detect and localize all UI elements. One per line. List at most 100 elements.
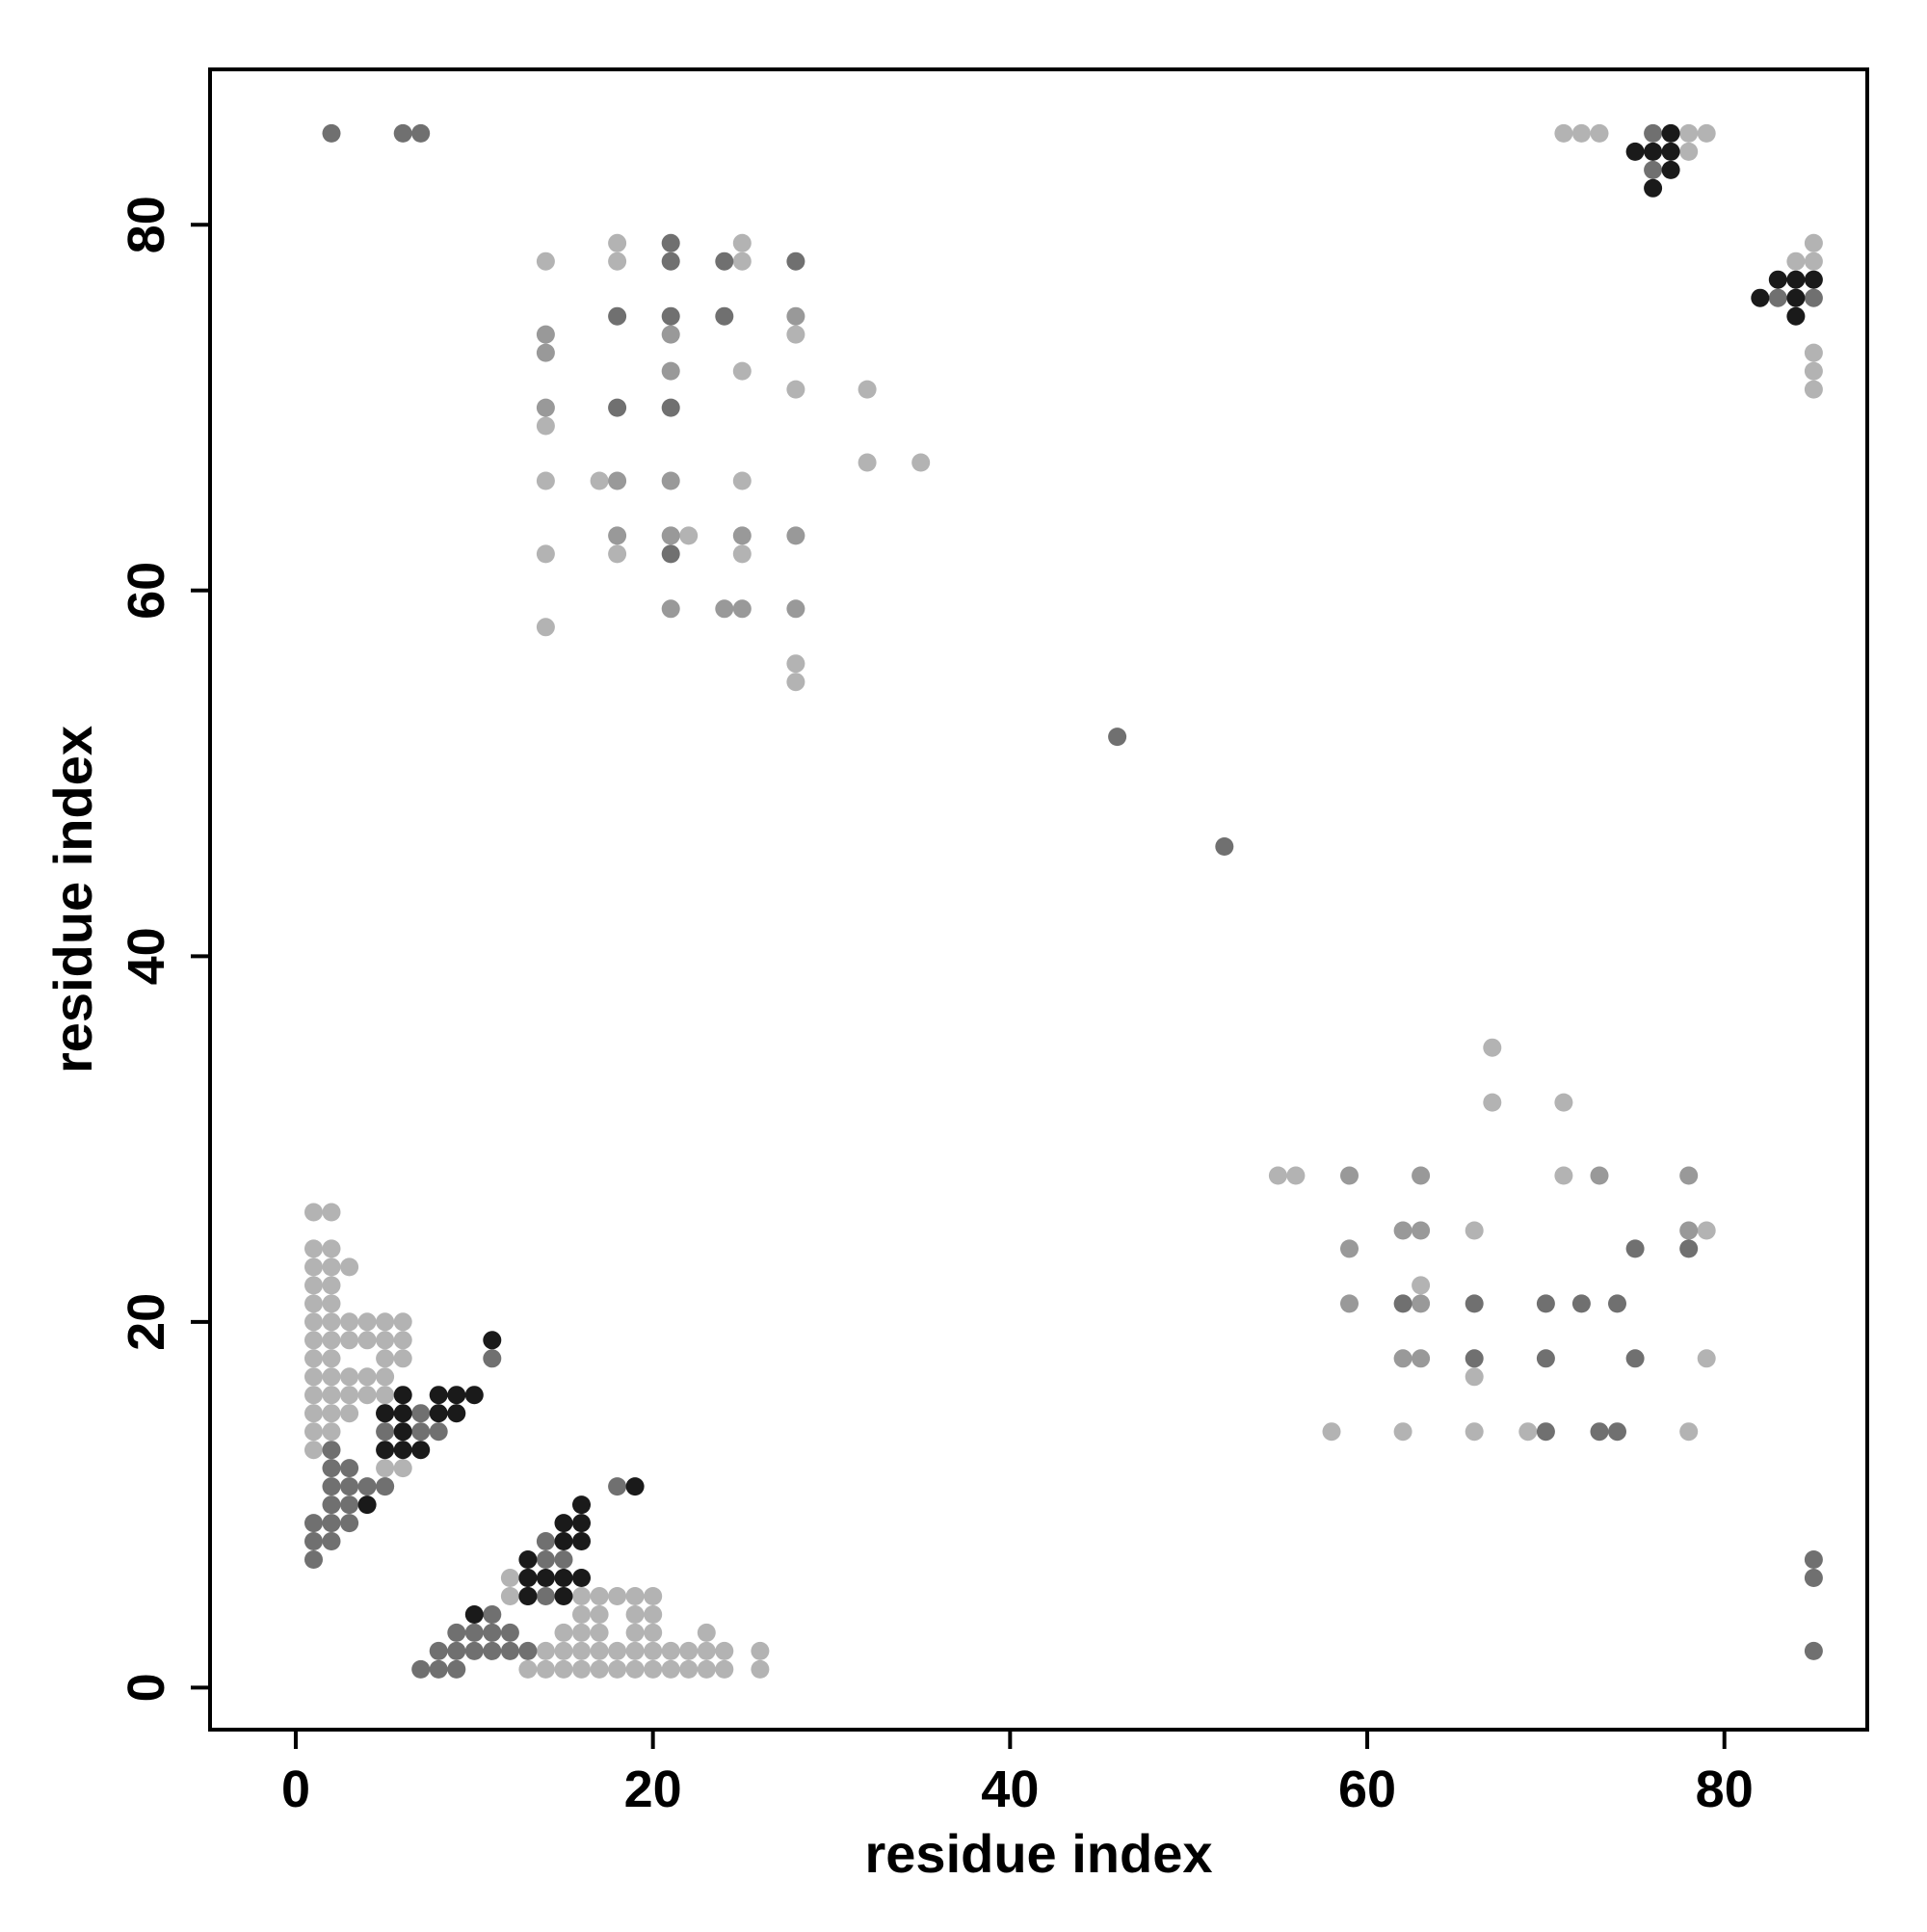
contact-point-medium	[429, 1641, 448, 1660]
contact-point-light	[1571, 123, 1591, 143]
contact-point-medium	[715, 251, 734, 271]
contact-point-light	[1697, 123, 1716, 143]
contact-point-dark	[625, 1477, 645, 1496]
contact-point-light	[679, 526, 699, 545]
contact-point-dark	[1751, 288, 1770, 307]
contact-point-light	[357, 1367, 377, 1387]
contact-point-light	[322, 1331, 341, 1350]
contact-point-light	[304, 1331, 323, 1350]
contact-point-medium	[536, 1587, 555, 1605]
contact-point-dark	[1661, 123, 1680, 143]
contact-point-medium_light	[715, 599, 734, 619]
contact-point-light	[572, 1605, 591, 1624]
contact-point-light	[304, 1276, 323, 1295]
contact-point-medium	[661, 251, 680, 271]
contact-point-light	[304, 1239, 323, 1258]
contact-point-light	[322, 1349, 341, 1368]
contact-point-medium	[1108, 728, 1127, 747]
contact-point-medium	[1625, 1239, 1645, 1258]
contact-point-light	[554, 1659, 573, 1679]
contact-point-dark	[483, 1331, 502, 1350]
contact-point-medium	[1608, 1422, 1626, 1442]
contact-point-dark	[393, 1386, 412, 1405]
contact-point-light	[1804, 233, 1823, 252]
contact-point-medium	[1625, 1349, 1645, 1368]
contact-point-medium_light	[1412, 1221, 1431, 1240]
contact-point-medium	[1590, 1422, 1609, 1442]
contact-point-light	[732, 544, 752, 564]
contact-point-light	[1412, 1276, 1431, 1295]
contact-point-medium	[1644, 123, 1663, 143]
contact-point-dark	[429, 1404, 448, 1423]
contact-point-light	[322, 1367, 341, 1387]
contact-point-medium	[500, 1641, 519, 1660]
contact-point-medium_light	[661, 471, 680, 490]
contact-point-light	[608, 544, 627, 564]
contact-point-light	[1804, 343, 1823, 362]
contact-point-light	[536, 1659, 555, 1679]
contact-point-medium	[608, 1477, 627, 1496]
contact-point-light	[1268, 1166, 1287, 1185]
contact-point-medium_light	[661, 599, 680, 619]
contact-point-light	[1590, 123, 1609, 143]
contact-point-medium_light	[661, 526, 680, 545]
contact-point-light	[322, 1203, 341, 1222]
y-tick-label: 80	[118, 196, 175, 253]
contact-point-light	[536, 544, 555, 564]
contact-point-light	[393, 1349, 412, 1368]
contact-point-dark	[1644, 142, 1663, 161]
contact-point-medium	[340, 1459, 359, 1478]
contact-point-medium	[661, 544, 680, 564]
contact-point-light	[786, 654, 805, 674]
contact-point-medium	[1571, 1294, 1591, 1313]
contact-point-light	[1679, 1422, 1699, 1442]
contact-point-light	[751, 1641, 770, 1660]
contact-point-light	[304, 1294, 323, 1313]
contact-point-light	[608, 1659, 627, 1679]
contact-point-light	[1483, 1093, 1502, 1112]
contact-point-light	[518, 1659, 538, 1679]
contact-point-light	[322, 1257, 341, 1277]
x-tick-label: 60	[1338, 1760, 1396, 1818]
contact-point-light	[322, 1312, 341, 1332]
contact-point-medium	[500, 1623, 519, 1642]
contact-point-light	[608, 233, 627, 252]
contact-point-light	[590, 1587, 609, 1605]
contact-point-medium	[536, 1550, 555, 1569]
contact-point-medium	[786, 251, 805, 271]
contact-point-light	[644, 1641, 663, 1660]
contact-point-medium	[1536, 1422, 1555, 1442]
contact-point-dark	[554, 1569, 573, 1587]
contact-point-medium_light	[661, 325, 680, 344]
contact-point-light	[322, 1294, 341, 1313]
contact-point-light	[661, 1641, 680, 1660]
contact-point-light	[536, 618, 555, 637]
contact-point-light	[304, 1257, 323, 1277]
contact-point-medium_light	[786, 526, 805, 545]
contact-point-light	[304, 1203, 323, 1222]
contact-point-medium	[376, 1422, 395, 1442]
contact-point-dark	[572, 1495, 591, 1515]
contact-point-light	[1393, 1422, 1412, 1442]
contact-point-medium_light	[608, 526, 627, 545]
contact-point-light	[644, 1623, 663, 1642]
y-tick-label: 20	[118, 1293, 175, 1351]
contact-point-medium	[304, 1550, 323, 1569]
contact-point-light	[751, 1659, 770, 1679]
contact-point-medium_light	[1340, 1166, 1359, 1185]
contact-point-medium	[1536, 1294, 1555, 1313]
y-tick-label: 0	[118, 1673, 175, 1702]
contact-point-light	[322, 1276, 341, 1295]
contact-point-dark	[572, 1569, 591, 1587]
contact-point-light	[786, 673, 805, 692]
contact-point-light	[322, 1239, 341, 1258]
contact-point-medium_light	[732, 526, 752, 545]
contact-point-light	[500, 1587, 519, 1605]
contact-point-medium	[1644, 160, 1663, 179]
x-tick-label: 20	[624, 1760, 682, 1818]
contact-point-medium_light	[1393, 1221, 1412, 1240]
points-layer	[304, 123, 1823, 1679]
contact-point-medium_light	[1412, 1294, 1431, 1313]
